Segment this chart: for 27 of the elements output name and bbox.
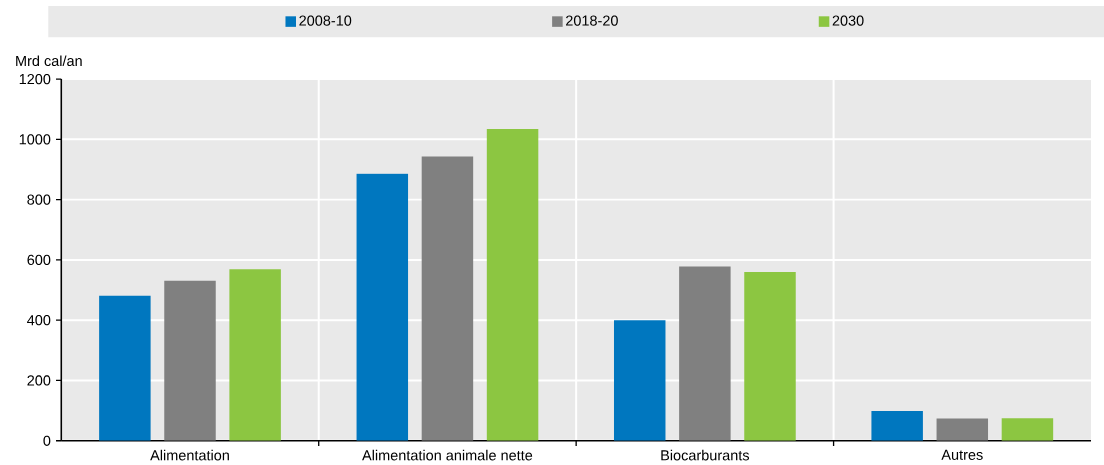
x-tick-label: Alimentation xyxy=(150,449,229,461)
x-tick-label: Autres xyxy=(941,449,983,460)
x-tick-label: Alimentation animale nette xyxy=(362,449,533,461)
y-tick-label: 1200 xyxy=(19,73,51,85)
bar xyxy=(613,320,666,441)
y-tick-label: 200 xyxy=(27,375,51,386)
bar xyxy=(744,271,796,441)
legend-label: 2030 xyxy=(832,15,864,26)
bar xyxy=(421,156,474,441)
legend-label: 2018-20 xyxy=(566,15,618,26)
bar xyxy=(679,266,731,441)
bar xyxy=(164,280,216,441)
bar xyxy=(1001,418,1054,441)
bar xyxy=(871,410,923,441)
y-tick-label: 400 xyxy=(27,314,51,326)
bar xyxy=(356,173,409,441)
y-axis-title: Mrd cal/an xyxy=(16,55,82,66)
bar xyxy=(229,269,281,441)
bar xyxy=(486,128,539,441)
y-tick-label: 1000 xyxy=(19,134,51,145)
bar xyxy=(99,295,151,441)
x-tick-label: Biocarburants xyxy=(661,449,750,461)
legend-label: 2008-10 xyxy=(299,15,352,26)
y-tick-label: 800 xyxy=(27,194,51,205)
y-tick-label: 0 xyxy=(43,435,51,446)
y-tick-label: 600 xyxy=(27,254,51,265)
bar xyxy=(936,418,989,441)
